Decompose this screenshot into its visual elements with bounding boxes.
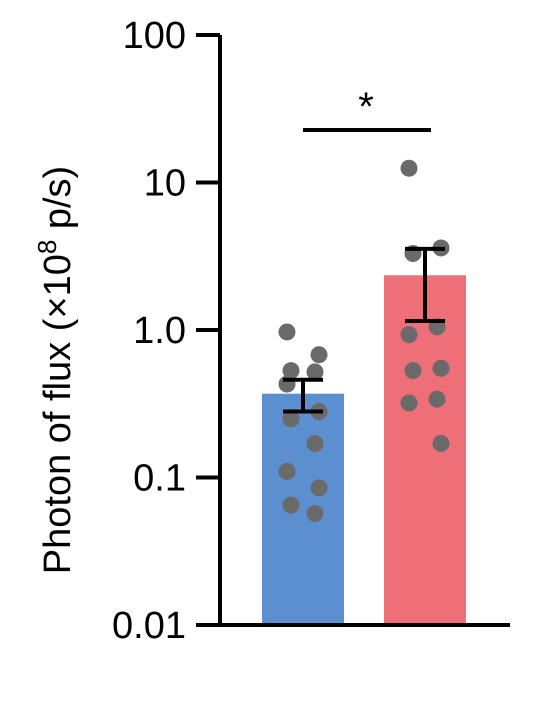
data-point <box>428 390 446 408</box>
data-point <box>306 363 324 381</box>
data-point <box>310 346 328 364</box>
y-tick-label: 10 <box>144 163 186 205</box>
y-axis-label-superscript: 8 <box>32 240 62 254</box>
y-tick-label: 0.1 <box>133 458 186 500</box>
bar <box>262 393 344 623</box>
significance-label: * <box>358 85 374 129</box>
data-points <box>278 159 450 523</box>
data-point <box>278 323 296 341</box>
bars <box>262 275 466 623</box>
data-point <box>282 410 300 428</box>
data-point <box>310 479 328 497</box>
data-point <box>400 159 418 177</box>
data-point <box>306 505 324 523</box>
data-point <box>404 362 422 380</box>
data-point <box>400 326 418 344</box>
data-point <box>432 359 450 377</box>
data-point <box>432 435 450 453</box>
data-point <box>278 462 296 480</box>
y-tick-label: 100 <box>123 15 186 57</box>
y-axis-label-prefix: Photon of flux (×10 <box>37 254 79 574</box>
data-point <box>400 394 418 412</box>
bar <box>384 275 466 623</box>
y-tick-label: 0.01 <box>112 605 186 647</box>
y-axis: 100 10 1.0 0.1 0.01 <box>112 15 510 647</box>
y-axis-label-suffix: p/s) <box>37 166 79 240</box>
data-point <box>306 435 324 453</box>
error-bars <box>283 246 445 414</box>
y-tick-label: 1.0 <box>133 310 186 352</box>
significance-annotation: * <box>303 85 431 132</box>
data-point <box>282 496 300 514</box>
y-axis-label: Photon of flux (×108 p/s) <box>32 166 79 574</box>
data-point <box>282 362 300 380</box>
